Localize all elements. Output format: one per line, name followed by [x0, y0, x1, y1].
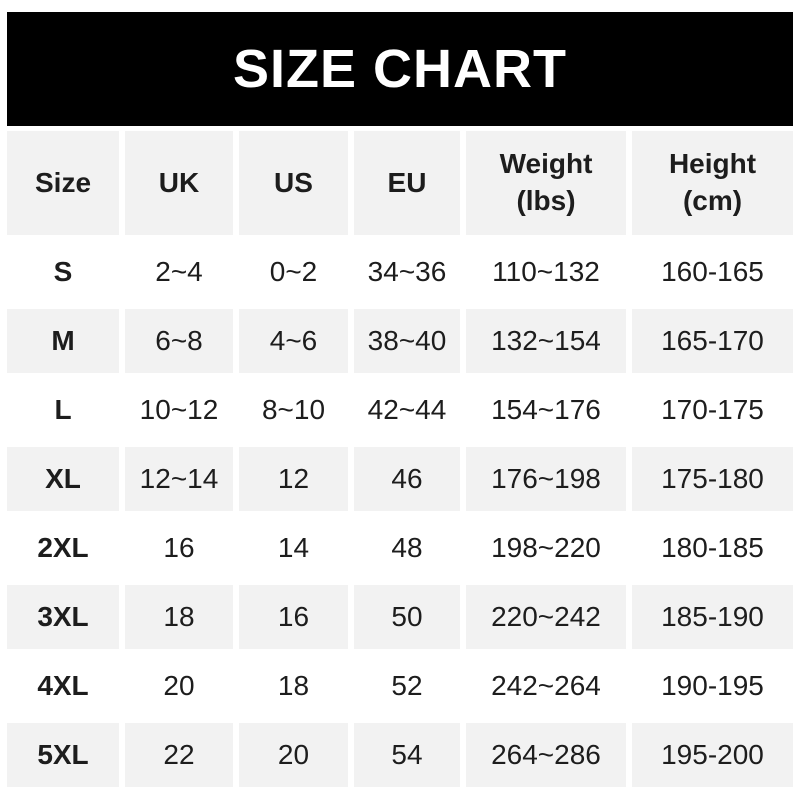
cell-height: 170-175: [632, 378, 793, 442]
cell-uk: 22: [125, 723, 233, 787]
cell-size: XL: [7, 447, 119, 511]
cell-us: 16: [239, 585, 348, 649]
cell-height: 160-165: [632, 240, 793, 304]
table-row: 3XL 18 16 50 220~242 185-190: [7, 585, 793, 649]
cell-us: 20: [239, 723, 348, 787]
table-row: S 2~4 0~2 34~36 110~132 160-165: [7, 240, 793, 304]
cell-size: 2XL: [7, 516, 119, 580]
table-row: 2XL 16 14 48 198~220 180-185: [7, 516, 793, 580]
size-chart-banner: SIZE CHART: [7, 12, 793, 126]
column-header-height: Height (cm): [632, 131, 793, 235]
cell-weight: 176~198: [466, 447, 626, 511]
table-row: L 10~12 8~10 42~44 154~176 170-175: [7, 378, 793, 442]
table-header: Size UK US EU Weight (lbs) Height (cm): [7, 131, 793, 235]
column-header-uk: UK: [125, 131, 233, 235]
cell-weight: 154~176: [466, 378, 626, 442]
cell-size: 5XL: [7, 723, 119, 787]
table-row: XL 12~14 12 46 176~198 175-180: [7, 447, 793, 511]
cell-size: 4XL: [7, 654, 119, 718]
cell-eu: 38~40: [354, 309, 460, 373]
table-row: M 6~8 4~6 38~40 132~154 165-170: [7, 309, 793, 373]
cell-us: 12: [239, 447, 348, 511]
table-row: 4XL 20 18 52 242~264 190-195: [7, 654, 793, 718]
cell-size: S: [7, 240, 119, 304]
cell-eu: 50: [354, 585, 460, 649]
size-chart-table: Size UK US EU Weight (lbs) Height (cm) S…: [1, 126, 799, 792]
cell-uk: 2~4: [125, 240, 233, 304]
cell-uk: 6~8: [125, 309, 233, 373]
cell-size: 3XL: [7, 585, 119, 649]
cell-uk: 16: [125, 516, 233, 580]
cell-uk: 10~12: [125, 378, 233, 442]
cell-us: 0~2: [239, 240, 348, 304]
cell-weight: 132~154: [466, 309, 626, 373]
header-row: Size UK US EU Weight (lbs) Height (cm): [7, 131, 793, 235]
cell-eu: 42~44: [354, 378, 460, 442]
cell-height: 185-190: [632, 585, 793, 649]
cell-size: L: [7, 378, 119, 442]
cell-eu: 48: [354, 516, 460, 580]
cell-weight: 264~286: [466, 723, 626, 787]
cell-uk: 20: [125, 654, 233, 718]
cell-height: 175-180: [632, 447, 793, 511]
cell-weight: 110~132: [466, 240, 626, 304]
cell-us: 18: [239, 654, 348, 718]
cell-eu: 52: [354, 654, 460, 718]
cell-uk: 18: [125, 585, 233, 649]
cell-uk: 12~14: [125, 447, 233, 511]
size-table-body: S 2~4 0~2 34~36 110~132 160-165 M 6~8 4~6 38~40 13…: [7, 240, 793, 787]
cell-weight: 220~242: [466, 585, 626, 649]
cell-us: 8~10: [239, 378, 348, 442]
table-row: 5XL 22 20 54 264~286 195-200: [7, 723, 793, 787]
cell-height: 190-195: [632, 654, 793, 718]
column-header-eu: EU: [354, 131, 460, 235]
cell-eu: 54: [354, 723, 460, 787]
cell-us: 4~6: [239, 309, 348, 373]
cell-height: 165-170: [632, 309, 793, 373]
column-header-weight: Weight (lbs): [466, 131, 626, 235]
cell-weight: 242~264: [466, 654, 626, 718]
cell-height: 195-200: [632, 723, 793, 787]
cell-us: 14: [239, 516, 348, 580]
column-header-size: Size: [7, 131, 119, 235]
cell-eu: 34~36: [354, 240, 460, 304]
cell-size: M: [7, 309, 119, 373]
page-title: SIZE CHART: [233, 39, 567, 99]
cell-height: 180-185: [632, 516, 793, 580]
cell-weight: 198~220: [466, 516, 626, 580]
cell-eu: 46: [354, 447, 460, 511]
column-header-us: US: [239, 131, 348, 235]
